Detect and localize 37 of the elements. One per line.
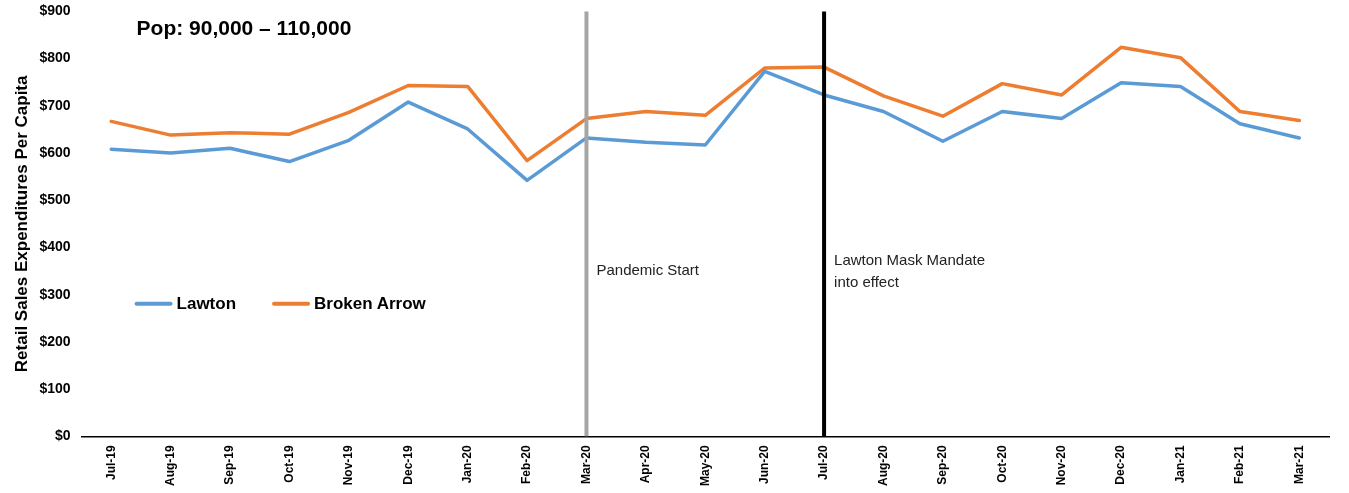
y-tick-label: $900 bbox=[39, 2, 71, 19]
legend-label: Broken Arrow bbox=[314, 293, 427, 313]
x-tick-label: Jul-19 bbox=[103, 444, 118, 480]
x-tick-label: Jan-20 bbox=[459, 445, 474, 484]
x-tick-label: Feb-20 bbox=[519, 445, 534, 484]
legend-label: Lawton bbox=[176, 293, 237, 313]
x-tick-label: Jan-21 bbox=[1172, 445, 1187, 484]
x-tick-label: Sep-20 bbox=[935, 444, 950, 485]
x-tick-label: Oct-20 bbox=[994, 445, 1009, 483]
x-tick-label: May-20 bbox=[697, 444, 712, 486]
ref-line-label: Lawton Mask Mandate into effect bbox=[834, 251, 985, 291]
x-tick-label: Jun-20 bbox=[756, 445, 771, 484]
y-axis-title: Retail Sales Expenditures Per Capita bbox=[11, 74, 31, 373]
y-tick-label: $200 bbox=[39, 332, 71, 349]
chart-title: Pop: 90,000 – 110,000 bbox=[136, 16, 352, 40]
y-tick-label: $300 bbox=[39, 285, 71, 302]
y-tick-label: $700 bbox=[39, 96, 71, 113]
ref-line-label: Pandemic Start bbox=[596, 261, 700, 279]
x-tick-label: Aug-20 bbox=[875, 444, 890, 486]
y-tick-label: $600 bbox=[39, 143, 71, 160]
x-tick-label: Apr-20 bbox=[638, 444, 653, 484]
x-tick-label: Mar-20 bbox=[578, 444, 593, 484]
y-tick-label: $400 bbox=[39, 238, 71, 255]
x-tick-label: Jul-20 bbox=[816, 444, 831, 480]
x-tick-label: Dec-20 bbox=[1113, 444, 1128, 485]
x-tick-label: Nov-20 bbox=[1054, 444, 1068, 486]
x-tick-label: Oct-19 bbox=[281, 445, 296, 483]
y-tick-label: $800 bbox=[39, 49, 71, 66]
x-tick-label: Nov-19 bbox=[341, 444, 356, 486]
y-tick-label: $0 bbox=[54, 427, 71, 444]
x-tick-label: Aug-19 bbox=[162, 444, 177, 486]
x-tick-label: Feb-21 bbox=[1232, 445, 1247, 484]
y-tick-label: $500 bbox=[39, 191, 71, 208]
y-tick-label: $100 bbox=[39, 379, 71, 396]
x-tick-label: Dec-19 bbox=[400, 444, 415, 485]
x-tick-label: Mar-21 bbox=[1291, 444, 1306, 484]
x-tick-label: Sep-19 bbox=[222, 444, 237, 485]
